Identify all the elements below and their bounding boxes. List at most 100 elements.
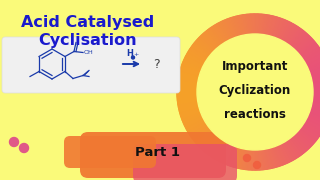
Wedge shape — [214, 141, 226, 159]
Wedge shape — [177, 96, 197, 100]
Wedge shape — [269, 148, 276, 168]
FancyBboxPatch shape — [133, 144, 237, 180]
Wedge shape — [298, 130, 314, 144]
Wedge shape — [179, 104, 199, 110]
Wedge shape — [306, 119, 320, 130]
Wedge shape — [269, 17, 276, 36]
Wedge shape — [284, 25, 296, 43]
Wedge shape — [264, 15, 268, 35]
Wedge shape — [313, 96, 320, 99]
Wedge shape — [246, 14, 250, 34]
Wedge shape — [181, 110, 200, 118]
Wedge shape — [307, 117, 320, 127]
Wedge shape — [311, 70, 320, 77]
Wedge shape — [217, 143, 228, 161]
Wedge shape — [305, 120, 320, 131]
Wedge shape — [191, 45, 209, 58]
Wedge shape — [195, 129, 212, 144]
Wedge shape — [258, 14, 260, 34]
Wedge shape — [213, 25, 225, 43]
Wedge shape — [179, 106, 199, 113]
Wedge shape — [313, 82, 320, 86]
Wedge shape — [309, 63, 320, 72]
Wedge shape — [268, 16, 274, 36]
Wedge shape — [260, 14, 263, 34]
Wedge shape — [222, 145, 232, 164]
Wedge shape — [197, 38, 213, 53]
Wedge shape — [277, 145, 286, 164]
Wedge shape — [310, 69, 320, 76]
Wedge shape — [292, 136, 306, 153]
Wedge shape — [239, 15, 245, 35]
Wedge shape — [234, 148, 240, 168]
Wedge shape — [313, 91, 320, 93]
Wedge shape — [230, 147, 237, 166]
Wedge shape — [190, 47, 207, 60]
Wedge shape — [189, 123, 207, 135]
Wedge shape — [275, 146, 284, 165]
Wedge shape — [180, 108, 200, 115]
Wedge shape — [258, 150, 261, 170]
Wedge shape — [310, 107, 320, 115]
Wedge shape — [302, 47, 320, 60]
Wedge shape — [250, 14, 253, 34]
Wedge shape — [211, 27, 223, 44]
Wedge shape — [187, 120, 205, 132]
Wedge shape — [187, 52, 205, 63]
Wedge shape — [196, 39, 212, 54]
Wedge shape — [308, 62, 320, 71]
Wedge shape — [234, 16, 241, 36]
Wedge shape — [284, 24, 295, 42]
Wedge shape — [306, 54, 320, 65]
Wedge shape — [260, 150, 264, 170]
Wedge shape — [254, 14, 256, 34]
Wedge shape — [303, 49, 320, 61]
Wedge shape — [259, 14, 262, 34]
Wedge shape — [291, 31, 305, 48]
Wedge shape — [207, 29, 221, 46]
Wedge shape — [252, 14, 254, 34]
Wedge shape — [245, 14, 249, 35]
Wedge shape — [192, 44, 209, 57]
Wedge shape — [255, 150, 257, 170]
Wedge shape — [218, 143, 229, 162]
Wedge shape — [296, 132, 312, 147]
Wedge shape — [237, 16, 243, 36]
Wedge shape — [227, 146, 236, 166]
Wedge shape — [273, 147, 281, 166]
Wedge shape — [303, 48, 320, 60]
Wedge shape — [218, 22, 229, 41]
Wedge shape — [309, 110, 320, 119]
Wedge shape — [236, 148, 243, 168]
Wedge shape — [309, 111, 320, 120]
Wedge shape — [206, 137, 220, 154]
Wedge shape — [312, 75, 320, 81]
Wedge shape — [299, 41, 316, 55]
Wedge shape — [189, 48, 207, 61]
Wedge shape — [307, 57, 320, 68]
Wedge shape — [281, 22, 292, 41]
Wedge shape — [308, 115, 320, 125]
Wedge shape — [263, 15, 267, 35]
Wedge shape — [209, 28, 222, 45]
Wedge shape — [284, 141, 296, 159]
Wedge shape — [196, 40, 212, 54]
Wedge shape — [195, 41, 211, 55]
Wedge shape — [296, 36, 311, 52]
Wedge shape — [227, 19, 235, 38]
Wedge shape — [225, 19, 234, 38]
Wedge shape — [287, 27, 300, 44]
Wedge shape — [228, 147, 236, 166]
Wedge shape — [296, 37, 312, 52]
Wedge shape — [264, 149, 269, 169]
Wedge shape — [312, 76, 320, 82]
Wedge shape — [279, 21, 289, 40]
Wedge shape — [226, 146, 235, 165]
Wedge shape — [287, 139, 300, 157]
Wedge shape — [266, 15, 271, 35]
Wedge shape — [206, 30, 220, 47]
Wedge shape — [183, 59, 203, 69]
Wedge shape — [283, 23, 294, 42]
Wedge shape — [201, 134, 216, 150]
Wedge shape — [268, 148, 275, 168]
